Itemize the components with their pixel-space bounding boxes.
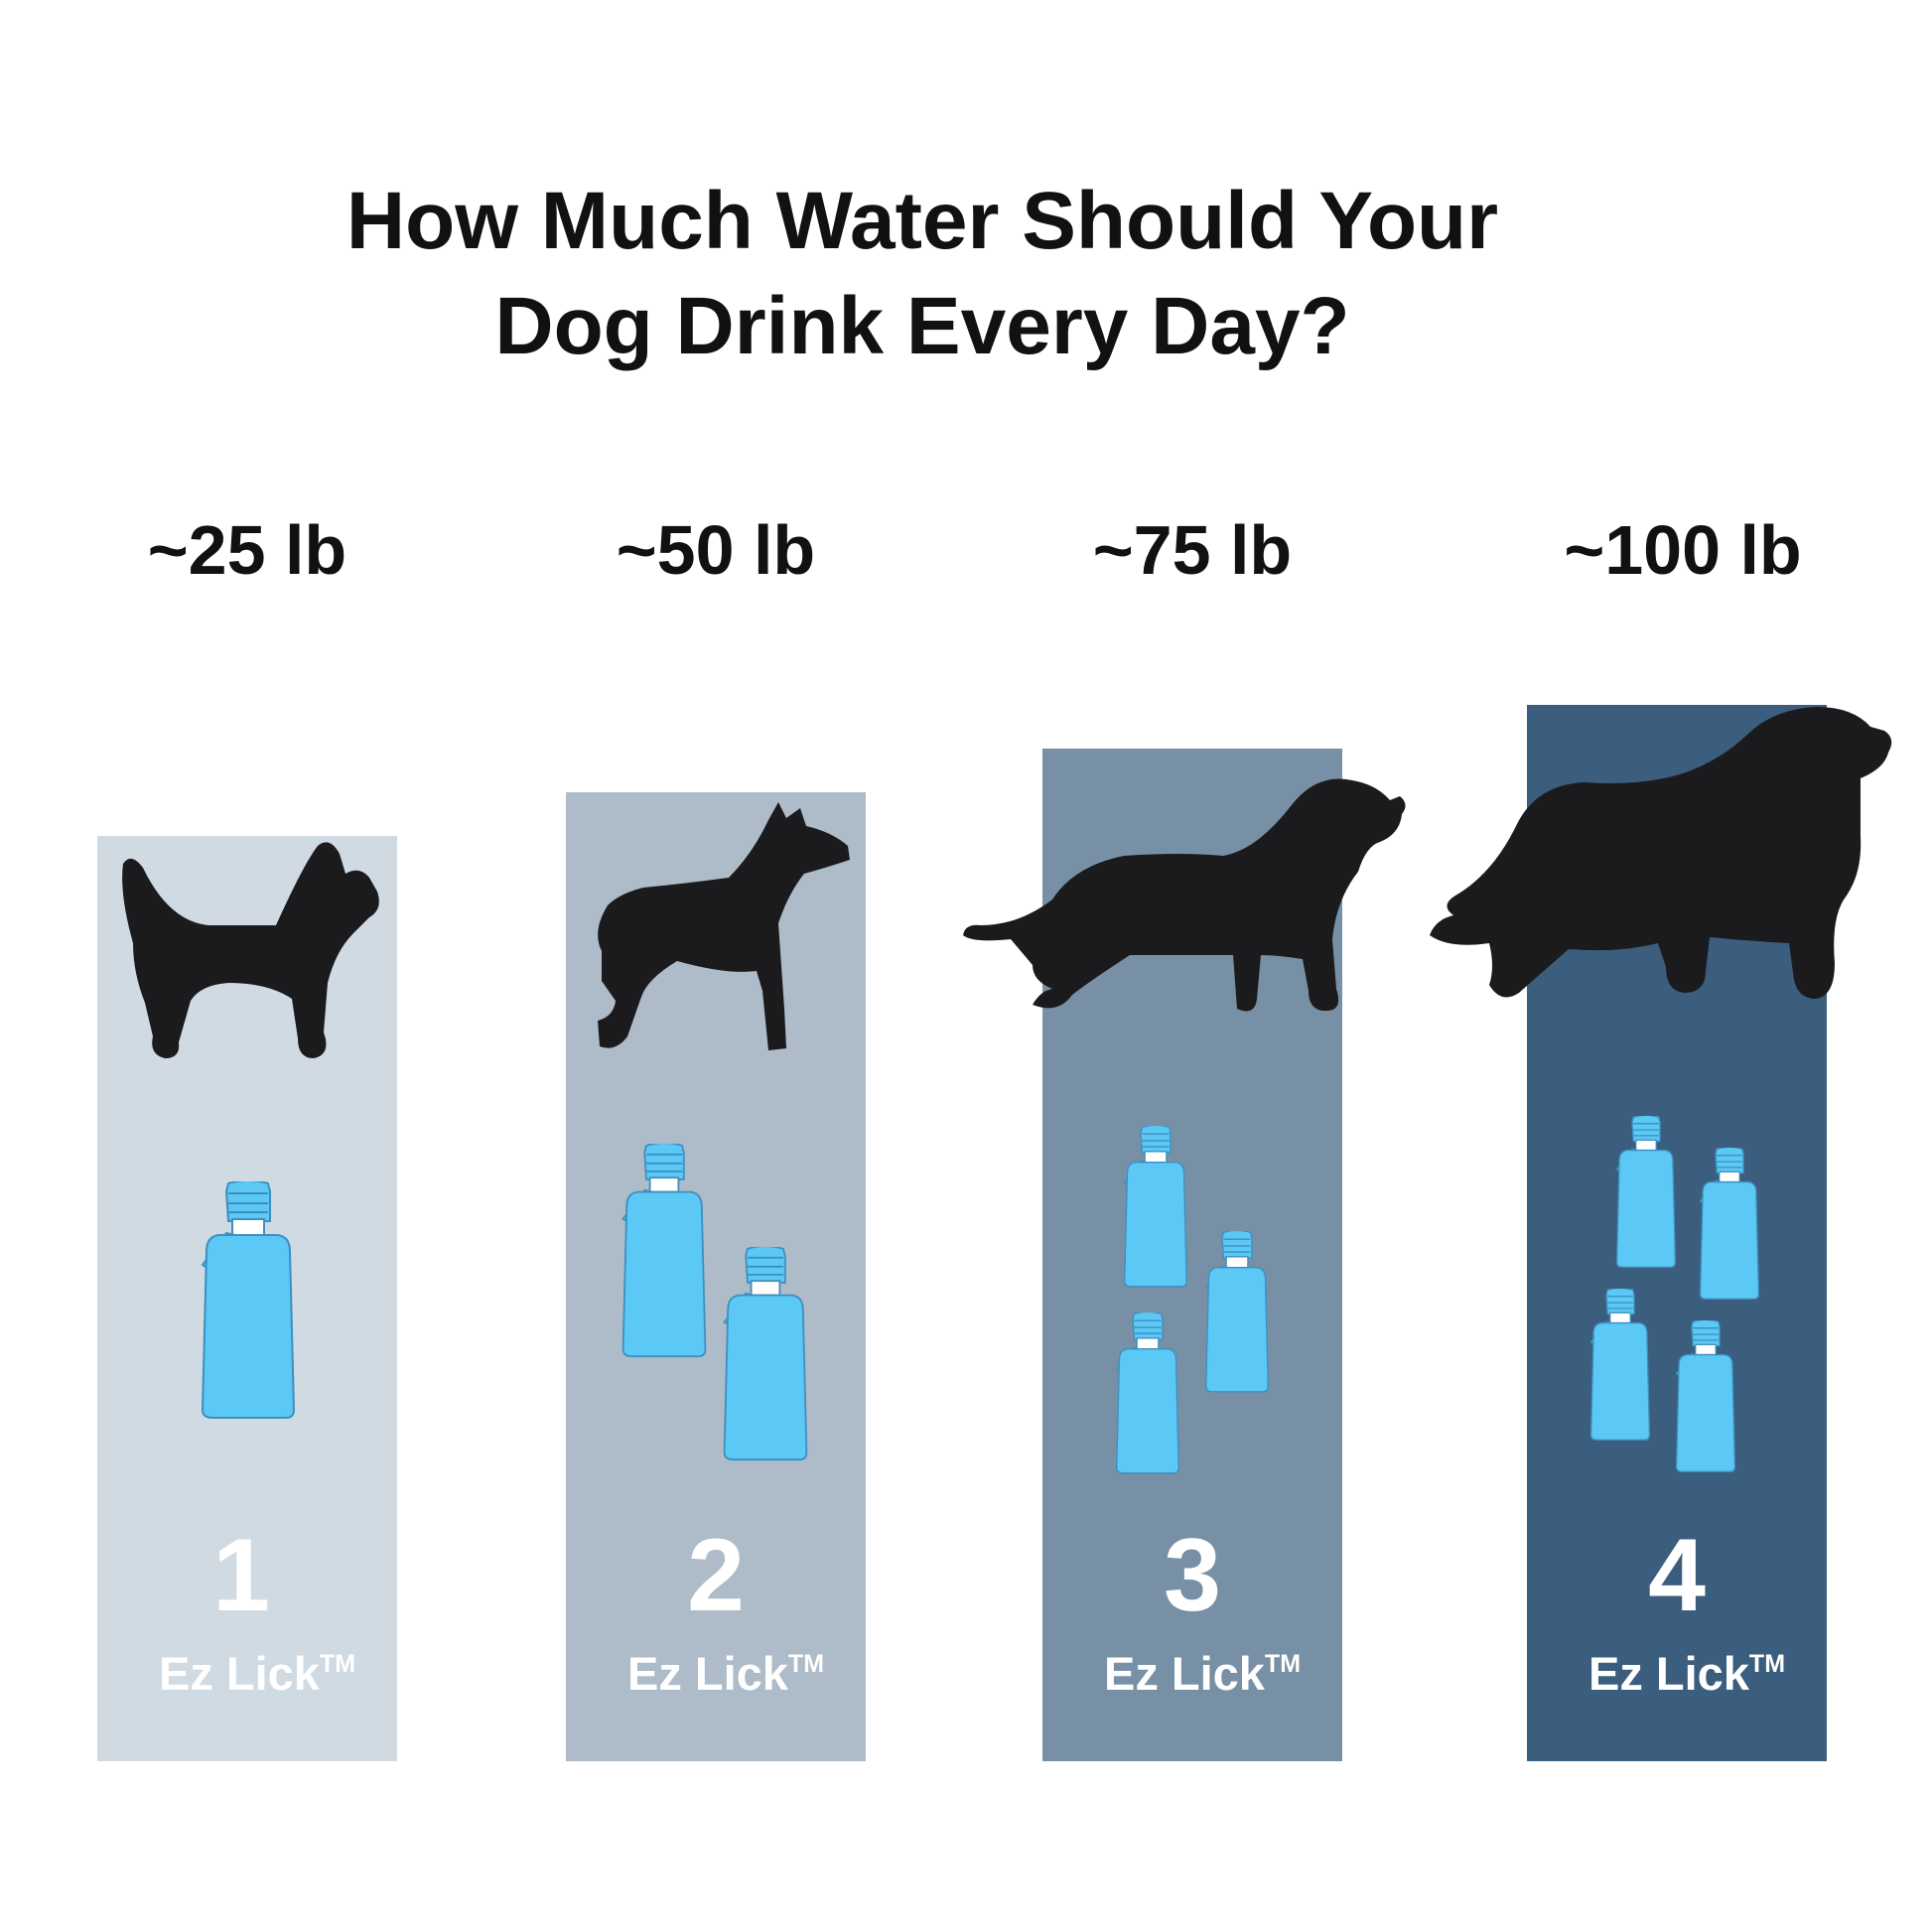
page-title: How Much Water Should Your Dog Drink Eve… [0,169,1932,379]
weight-label-2: ~50 lb [617,511,815,589]
column-group-3: ~75 lb 3 Ez LickTM [963,511,1406,1761]
dog-silhouette-icon [1430,707,1892,999]
column-group-4: ~100 lb 4 Ez LickTM [1430,511,1892,1761]
dog-silhouette-icon [963,778,1406,1012]
title-line-1: How Much Water Should Your [345,176,1499,266]
unit-label-2: Ez LickTM [627,1647,824,1700]
title-line-2: Dog Drink Every Day? [494,281,1350,371]
weight-label-3: ~75 lb [1093,511,1292,589]
unit-label-4: Ez LickTM [1588,1647,1785,1700]
unit-label-3: Ez LickTM [1104,1647,1301,1700]
bottle-count-3: 3 [1164,1518,1221,1633]
dog-silhouette-icon [598,802,850,1050]
bottle-count-2: 2 [687,1518,745,1633]
column-group-1: ~25 lb 1 Ez LickTM [97,511,397,1761]
unit-label-1: Ez LickTM [159,1647,355,1700]
bottle-count-1: 1 [212,1518,270,1633]
weight-label-4: ~100 lb [1564,511,1801,589]
columns-layer: ~25 lb 1 Ez LickTM ~50 lb 2 Ez LickTM ~75 lb 3 E… [97,511,1892,1761]
bottle-count-4: 4 [1648,1518,1706,1633]
weight-label-1: ~25 lb [148,511,346,589]
dog-silhouette-icon [122,842,379,1058]
column-group-2: ~50 lb 2 Ez LickTM [566,511,866,1761]
